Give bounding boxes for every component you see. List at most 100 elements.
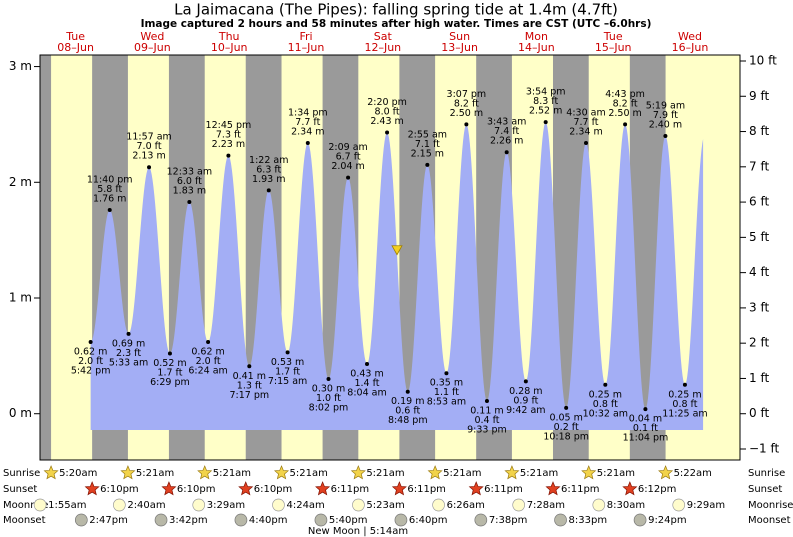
sunrise-time: 5:21am — [366, 468, 404, 479]
tide-label: 9:33 pm — [467, 424, 507, 435]
tide-label: 2:20 pm — [367, 97, 407, 108]
tide-label: 12:45 pm — [206, 120, 252, 131]
sunrise-icon — [43, 465, 59, 480]
tide-label: 0.4 ft — [474, 415, 499, 426]
tide-point — [643, 407, 648, 412]
tide-label: 11:25 am — [662, 408, 707, 419]
tide-label: 8:02 pm — [309, 403, 349, 414]
y2-tick-label: 2 ft — [749, 336, 769, 350]
tide-point — [523, 379, 528, 384]
tide-label: 1.4 ft — [354, 378, 379, 389]
tide-label: 7.0 ft — [137, 141, 162, 152]
tide-label: 2.26 m — [490, 136, 523, 147]
tide-point — [365, 361, 370, 366]
sunrise-time: 5:21am — [290, 468, 328, 479]
tide-label: 1.7 ft — [157, 368, 182, 379]
tide-label: 1.83 m — [173, 185, 206, 196]
moonset-icon — [554, 513, 567, 527]
tide-area — [90, 122, 704, 430]
tide-label: 5.8 ft — [97, 184, 122, 195]
y-tick-label: 0 m — [9, 406, 32, 420]
moonrise-icon — [112, 498, 126, 512]
tide-point — [147, 165, 152, 170]
moonset-icon — [154, 513, 168, 527]
tide-point — [603, 382, 608, 387]
sunset-time: 6:11pm — [561, 484, 600, 495]
moonset-time: 3:42pm — [169, 515, 208, 526]
tide-label: 2.50 m — [608, 108, 641, 119]
day-weekday: Sat — [374, 30, 393, 43]
sunrise-time: 5:21am — [520, 468, 558, 479]
sunset-icon — [161, 481, 177, 496]
tide-point — [484, 398, 489, 403]
tide-label: 1.93 m — [252, 174, 285, 185]
tide-point — [564, 405, 569, 410]
tide-point — [405, 389, 410, 394]
moonrise-time: 5:23am — [366, 500, 404, 511]
tide-point — [126, 331, 131, 336]
y2-tick-label: −1 ft — [749, 441, 780, 455]
moonset-time: 8:33pm — [569, 515, 608, 526]
tide-label: 0.52 m — [153, 358, 186, 369]
moonrise-icon — [352, 498, 365, 512]
y2-tick-label: 3 ft — [749, 300, 769, 314]
day-date: 14–Jun — [518, 41, 555, 54]
tide-label: 0.6 ft — [395, 406, 420, 417]
tide-label: 5:42 pm — [71, 365, 111, 376]
y2-tick-label: 6 ft — [749, 195, 769, 209]
sunrise-time: 5:20am — [59, 468, 97, 479]
y-tick-label: 2 m — [9, 175, 32, 189]
row-label: Sunrise — [748, 468, 785, 479]
tide-label: 11:04 pm — [623, 433, 669, 444]
sunrise-icon — [427, 465, 443, 480]
sunrise-icon — [197, 465, 213, 480]
tide-point — [326, 377, 331, 381]
sunrise-icon — [581, 465, 597, 480]
day-weekday: Wed — [678, 30, 702, 43]
tide-label: 8.0 ft — [375, 107, 400, 118]
sunset-icon — [84, 481, 100, 496]
sunrise-icon — [120, 465, 136, 480]
moonset-icon — [633, 513, 647, 527]
plot-frame — [39, 54, 741, 461]
tide-point — [226, 153, 231, 158]
tide-label: 7:15 am — [268, 376, 307, 387]
tide-point — [107, 208, 112, 213]
tide-label: 1:22 am — [249, 155, 288, 166]
tide-label: 0.2 ft — [554, 422, 579, 433]
day-weekday: Tue — [603, 30, 623, 43]
tide-point — [88, 339, 93, 344]
sunset-time: 6:10pm — [254, 484, 293, 495]
tide-point — [663, 134, 668, 138]
tide-label: 0.62 m — [74, 346, 107, 357]
tide-label: 2.23 m — [212, 139, 245, 150]
tide-label: 10:18 pm — [543, 431, 589, 442]
tide-label: 6.0 ft — [177, 176, 202, 187]
tide-label: 6.3 ft — [256, 164, 281, 175]
tide-label: 1:34 pm — [288, 107, 328, 118]
tide-label: 0.35 m — [430, 378, 463, 389]
sunrise-time: 5:21am — [443, 468, 481, 479]
tide-point — [187, 199, 192, 204]
tide-label: 2.13 m — [132, 151, 165, 162]
tide-point — [247, 364, 252, 369]
tide-label: 3:07 pm — [447, 89, 487, 100]
moonrise-icon — [592, 498, 606, 512]
tide-point — [682, 382, 687, 387]
tide-label: 2.0 ft — [78, 356, 103, 367]
sunset-icon — [468, 481, 484, 496]
day-weekday: Wed — [140, 30, 164, 43]
tide-label: 0.04 m — [629, 414, 662, 425]
tide-label: 2.50 m — [450, 108, 483, 119]
tide-label: 2:09 am — [328, 142, 367, 153]
day-date: 13–Jun — [441, 41, 478, 54]
current-marker — [391, 245, 403, 256]
tide-label: 3:54 pm — [526, 87, 566, 98]
tide-label: 0.43 m — [350, 368, 383, 379]
tide-point — [543, 120, 548, 125]
tide-label: 8:48 pm — [388, 415, 428, 426]
row-label: Moonrise — [748, 500, 793, 511]
tide-point — [444, 371, 449, 376]
moonrise-icon — [672, 498, 686, 512]
sunset-icon — [545, 481, 561, 496]
